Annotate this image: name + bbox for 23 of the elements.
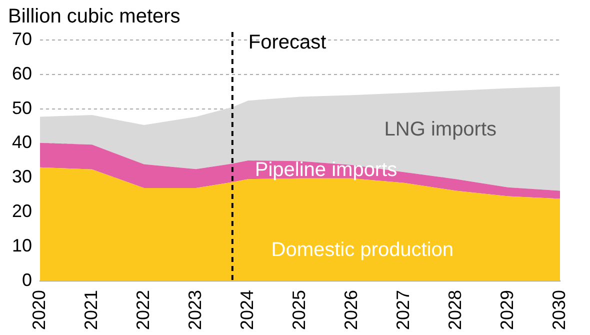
y-tick-label: 40 [12, 132, 32, 152]
series-label: Domestic production [271, 238, 454, 261]
ref-line-label: Forecast [248, 32, 327, 54]
x-tick-label: 2030 [548, 290, 569, 330]
y-tick-label: 0 [22, 270, 32, 290]
x-tick-label: 2020 [28, 290, 49, 330]
y-tick-label: 30 [12, 166, 32, 187]
y-tick-label: 60 [12, 63, 32, 84]
x-tick-label: 2024 [236, 290, 257, 330]
y-tick-label: 20 [12, 201, 32, 222]
y-tick-label: 50 [12, 98, 32, 118]
x-tick-label: 2021 [80, 290, 101, 330]
x-tick-label: 2026 [340, 290, 361, 330]
y-axis-title: Billion cubic meters [8, 6, 180, 28]
x-tick-label: 2025 [288, 290, 309, 330]
x-tick-label: 2029 [496, 290, 517, 330]
x-tick-label: 2023 [184, 290, 205, 330]
y-tick-label: 70 [12, 28, 32, 49]
y-tick-label: 10 [12, 236, 32, 256]
series-label: LNG imports [384, 118, 497, 140]
x-tick-label: 2028 [444, 290, 465, 330]
x-tick-label: 2022 [132, 290, 153, 330]
x-tick-label: 2027 [392, 290, 413, 330]
